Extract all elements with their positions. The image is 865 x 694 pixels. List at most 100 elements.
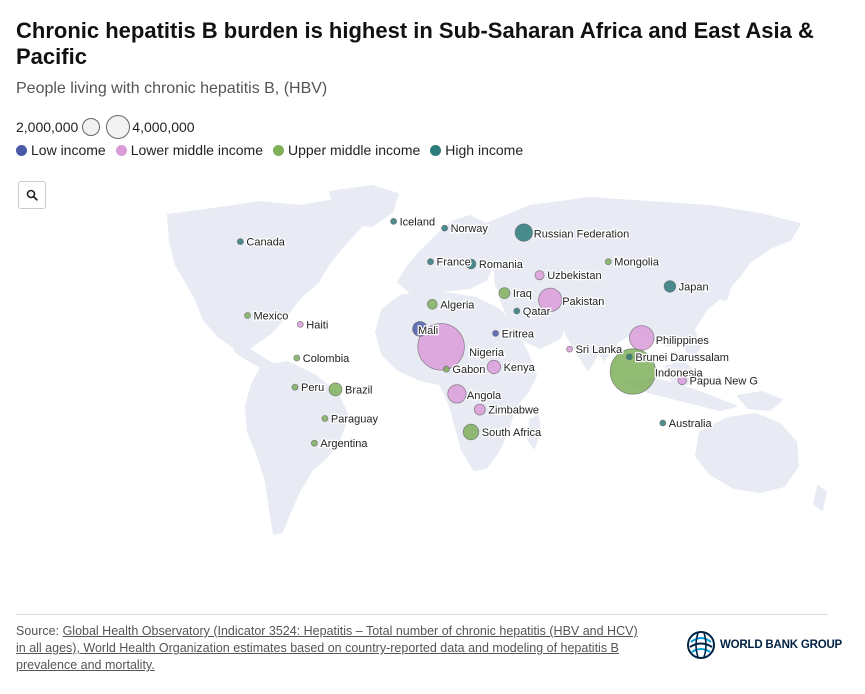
bubble-iraq[interactable]: [498, 287, 511, 299]
borneo-shape: [665, 361, 697, 385]
legend-swatch-upper-middle-income: [273, 144, 284, 156]
label-angola: Angola: [467, 390, 502, 402]
bubble-qatar[interactable]: [513, 307, 521, 315]
bubble-angola[interactable]: [447, 384, 467, 404]
label-uzbekistan: Uzbekistan: [547, 270, 601, 282]
india-shape: [559, 309, 611, 371]
source-note: Source: Global Health Observatory (Indic…: [16, 623, 646, 674]
size-legend-large-circle: [106, 115, 131, 139]
label-mongolia: Mongolia: [614, 257, 660, 269]
label-indonesia: Indonesia: [655, 368, 704, 380]
bubble-japan[interactable]: [663, 280, 677, 293]
label-pakistan: Pakistan: [562, 296, 604, 308]
label-iceland: Iceland: [400, 216, 435, 228]
label-australia: Australia: [669, 418, 713, 430]
bubble-france[interactable]: [427, 258, 434, 266]
bubble-canada[interactable]: [236, 238, 244, 245]
label-philippines: Philippines: [656, 335, 710, 347]
bubble-peru[interactable]: [291, 383, 299, 391]
color-legend: Low income Lower middle income Upper mid…: [16, 142, 533, 158]
bubble-argentina[interactable]: [310, 439, 318, 447]
legend-swatch-high-income: [430, 144, 442, 156]
label-eritrea: Eritrea: [502, 328, 535, 340]
bubble-norway[interactable]: [441, 224, 449, 232]
world-bank-logo: WORLD BANK GROUP: [686, 630, 842, 660]
legend-label-high-income: High income: [445, 142, 524, 158]
bubble-eritrea[interactable]: [492, 329, 500, 337]
label-south-africa: South Africa: [482, 427, 542, 439]
label-colombia: Colombia: [303, 353, 350, 365]
bubble-papua-new-g[interactable]: [677, 375, 687, 386]
source-prefix: Source:: [16, 624, 63, 638]
bubble-paraguay[interactable]: [321, 415, 329, 422]
label-nigeria: Nigeria: [469, 347, 505, 359]
search-icon: [26, 189, 38, 201]
label-iraq: Iraq: [513, 288, 532, 300]
legend-swatch-lower-middle-income: [115, 144, 127, 156]
bubble-gabon[interactable]: [442, 365, 450, 373]
label-japan: Japan: [679, 281, 709, 293]
label-gabon: Gabon: [452, 364, 485, 376]
legend-item-high-income[interactable]: High income: [430, 142, 523, 158]
bubble-colombia[interactable]: [293, 354, 301, 362]
greenland-shape: [329, 185, 399, 227]
bubble-zimbabwe[interactable]: [473, 403, 486, 416]
label-brazil: Brazil: [345, 384, 373, 396]
bubble-mongolia[interactable]: [604, 258, 612, 266]
world-map[interactable]: Nigeria Indonesia Philippines Pakistan Angol…: [0, 170, 865, 610]
indonesia-shape: [625, 377, 737, 411]
bubble-pakistan[interactable]: [538, 287, 563, 312]
bubble-algeria[interactable]: [426, 299, 438, 310]
madagascar-shape: [527, 415, 541, 449]
legend-label-low-income: Low income: [31, 142, 106, 158]
map-svg[interactable]: Nigeria Indonesia Philippines Pakistan Angol…: [0, 170, 865, 610]
chart-subtitle: People living with chronic hepatitis B, …: [16, 80, 328, 97]
bubble-haiti[interactable]: [296, 320, 304, 328]
footer-divider: [16, 614, 828, 615]
legend-label-lower-middle-income: Lower middle income: [130, 142, 263, 158]
bubble-layer: [236, 218, 687, 447]
legend-item-low-income[interactable]: Low income: [16, 142, 106, 158]
bubble-kenya[interactable]: [486, 359, 501, 375]
label-kenya: Kenya: [504, 362, 536, 374]
label-sri-lanka: Sri Lanka: [576, 344, 623, 356]
label-argentina: Argentina: [320, 438, 368, 450]
bubble-romania[interactable]: [465, 258, 477, 270]
label-layer: Nigeria Indonesia Philippines Pakistan Angol…: [245, 215, 759, 451]
bubble-iceland[interactable]: [390, 218, 398, 225]
north-america-shape: [167, 199, 371, 351]
australia-shape: [695, 413, 799, 493]
bubble-indonesia[interactable]: [609, 348, 657, 395]
legend-label-upper-middle-income: Upper middle income: [288, 142, 421, 158]
label-mexico: Mexico: [254, 311, 289, 323]
size-legend: 2,000,000 4,000,000: [16, 115, 195, 139]
bubble-uzbekistan[interactable]: [534, 270, 545, 281]
bubble-philippines[interactable]: [629, 325, 655, 351]
label-peru: Peru: [301, 382, 324, 394]
bubble-nigeria[interactable]: [417, 323, 465, 371]
label-paraguay: Paraguay: [331, 414, 379, 426]
size-legend-large-label: 4,000,000: [132, 119, 195, 135]
japan-shape: [715, 265, 733, 301]
bubble-mexico[interactable]: [244, 312, 251, 319]
bubble-brazil[interactable]: [328, 382, 343, 397]
map-search-button[interactable]: [18, 181, 46, 209]
bubble-brunei-darussalam[interactable]: [626, 353, 633, 361]
label-haiti: Haiti: [306, 319, 328, 331]
bubble-australia[interactable]: [659, 419, 667, 427]
label-papua-new-g: Papua New G: [690, 375, 758, 387]
legend-item-upper-middle-income[interactable]: Upper middle income: [273, 142, 420, 158]
legend-swatch-low-income: [16, 144, 27, 156]
bubble-south-africa[interactable]: [462, 423, 480, 441]
chart-title: Chronic hepatitis B burden is highest in…: [16, 18, 814, 69]
bubble-russian-federation[interactable]: [514, 223, 533, 242]
label-brunei-darussalam: Brunei Darussalam: [635, 352, 729, 364]
philippines-shape: [683, 329, 701, 359]
label-norway: Norway: [451, 223, 489, 235]
source-link[interactable]: Global Health Observatory (Indicator 352…: [16, 624, 638, 672]
legend-item-lower-middle-income[interactable]: Lower middle income: [115, 142, 263, 158]
bubble-mali[interactable]: [412, 321, 428, 337]
logo-text: WORLD BANK GROUP: [720, 639, 843, 651]
size-legend-small-circle: [82, 118, 101, 136]
bubble-sri-lanka[interactable]: [566, 345, 573, 353]
